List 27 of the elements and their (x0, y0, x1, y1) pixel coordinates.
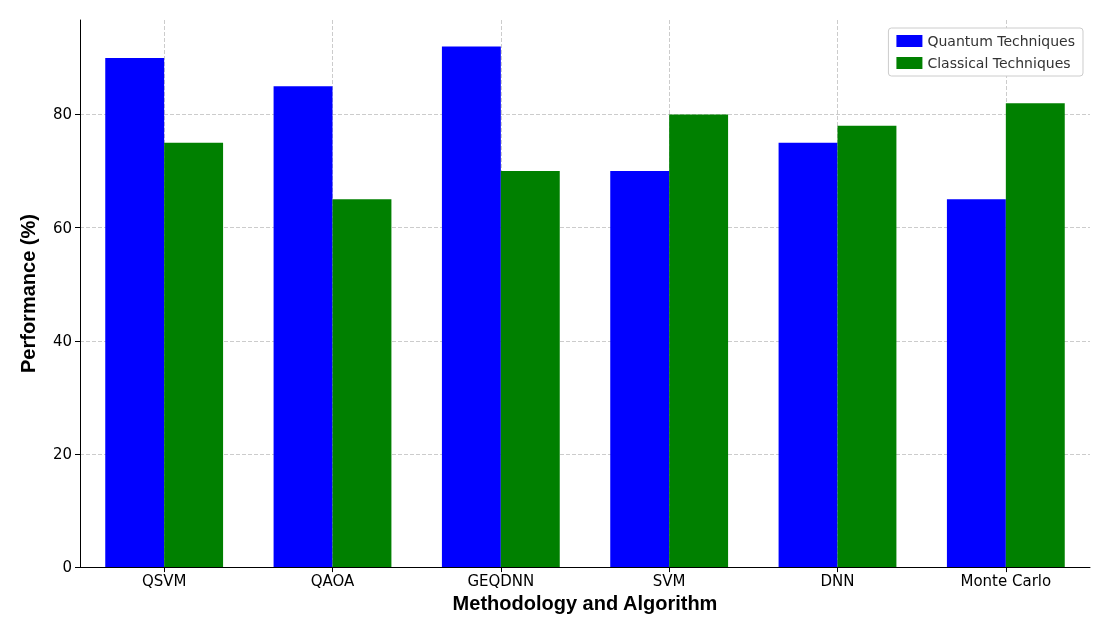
bar (610, 171, 670, 568)
bar (669, 114, 729, 568)
x-axis-title: Methodology and Algorithm (452, 592, 718, 614)
x-tick-label: QAOA (310, 571, 356, 590)
x-tick-label: Monte Carlo (960, 571, 1052, 590)
bar (105, 57, 165, 568)
y-axis-title: Performance (%) (17, 214, 39, 374)
bar (778, 142, 838, 568)
bar (500, 171, 560, 568)
x-tick-label: GEQDNN (467, 571, 535, 590)
legend-label: Classical Techniques (927, 55, 1071, 71)
bar (273, 86, 333, 568)
y-tick-label: 0 (62, 558, 72, 577)
bar (164, 142, 224, 568)
legend-label: Quantum Techniques (927, 33, 1076, 49)
y-tick-label: 40 (52, 331, 72, 350)
bar (1005, 103, 1065, 568)
bar (837, 125, 897, 568)
y-tick-label: 60 (52, 218, 72, 237)
bar (441, 46, 501, 568)
x-tick-label: DNN (820, 571, 855, 590)
bar (946, 199, 1006, 568)
y-tick-label: 80 (52, 105, 72, 124)
y-tick-label: 20 (52, 444, 72, 463)
x-tick-label: SVM (652, 571, 686, 590)
bar (332, 199, 392, 568)
x-tick-label: QSVM (141, 571, 187, 590)
